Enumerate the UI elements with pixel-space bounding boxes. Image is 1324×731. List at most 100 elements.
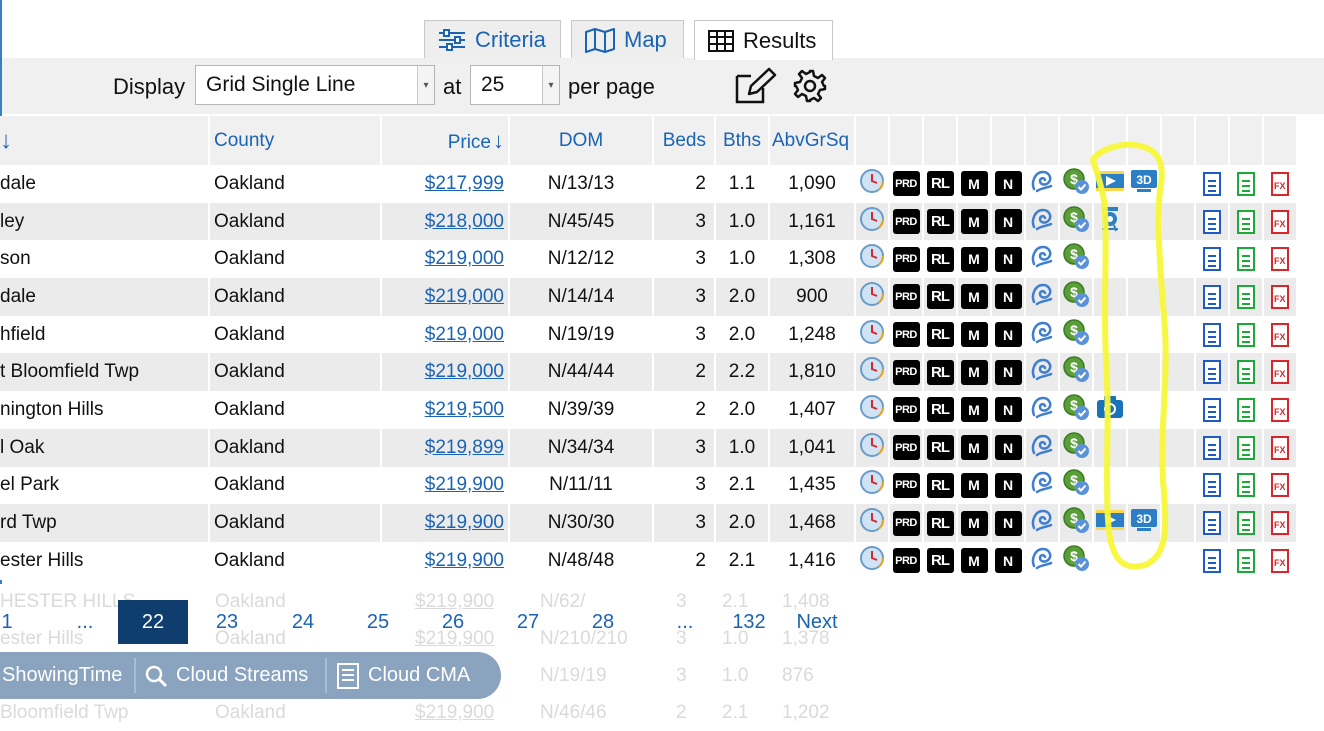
table-row[interactable]: dale Oakland $219,000 N/14/14 3 2.0 900 PRD RL M N… [0, 278, 1298, 316]
swirl-cell[interactable] [1025, 504, 1060, 542]
table-row[interactable]: el Park Oakland $219,900 N/11/11 3 2.1 1,435 PR… [0, 466, 1298, 505]
price-link[interactable]: $219,000 [424, 361, 504, 383]
empty-cell[interactable] [1161, 202, 1196, 241]
column-header-city-sort[interactable]: ↓ [0, 116, 210, 165]
blue-document-icon[interactable] [1203, 322, 1221, 347]
report-fx-cell[interactable]: FX [1263, 428, 1298, 467]
m-cell[interactable]: M [957, 541, 992, 580]
finance-cell[interactable]: $ [1059, 165, 1094, 203]
history-cell[interactable] [855, 202, 890, 241]
n-cell[interactable]: N [991, 504, 1026, 542]
report-green-cell[interactable] [1229, 278, 1264, 316]
prd-icon[interactable]: PRD [892, 548, 920, 574]
media-cell[interactable] [1093, 240, 1128, 279]
media-3d-cell[interactable] [1127, 428, 1162, 467]
report-fx-cell[interactable]: FX [1263, 353, 1298, 392]
price-link[interactable]: $218,000 [424, 210, 504, 232]
report-blue-cell[interactable] [1195, 391, 1230, 429]
media-3d-cell[interactable] [1127, 315, 1162, 354]
prd-icon[interactable]: PRD [892, 472, 920, 498]
finance-cell[interactable]: $ [1059, 391, 1094, 429]
n-icon[interactable]: N [994, 284, 1022, 310]
virtual-tour-camera-icon[interactable] [1096, 205, 1124, 233]
prd-icon[interactable]: PRD [892, 284, 920, 310]
m-cell[interactable]: M [957, 466, 992, 505]
report-green-cell[interactable] [1229, 391, 1264, 429]
n-cell[interactable]: N [991, 541, 1026, 580]
prd-cell[interactable]: PRD [889, 466, 924, 505]
media-cell[interactable] [1093, 315, 1128, 354]
report-blue-cell[interactable] [1195, 353, 1230, 392]
green-document-icon[interactable] [1237, 511, 1255, 536]
n-cell[interactable]: N [991, 353, 1026, 392]
m-icon[interactable]: M [960, 397, 988, 423]
finance-cell[interactable]: $ [1059, 504, 1094, 542]
page-link[interactable]: 25 [366, 610, 390, 633]
media-3d-cell[interactable]: 3D [1127, 504, 1162, 542]
history-cell[interactable] [855, 428, 890, 467]
media-cell[interactable] [1093, 353, 1128, 392]
n-icon[interactable]: N [994, 359, 1022, 385]
m-icon[interactable]: M [960, 284, 988, 310]
media-3d-cell[interactable] [1127, 278, 1162, 316]
m-icon[interactable]: M [960, 209, 988, 235]
media-cell[interactable] [1093, 391, 1128, 429]
swirl-cell[interactable] [1025, 353, 1060, 392]
price-link[interactable]: $219,000 [424, 323, 504, 345]
report-fx-cell[interactable]: FX [1263, 165, 1298, 203]
m-cell[interactable]: M [957, 428, 992, 467]
n-cell[interactable]: N [991, 278, 1026, 316]
edit-icon[interactable] [733, 66, 777, 106]
history-cell[interactable] [855, 541, 890, 580]
per-page-select[interactable]: 25 ▾ [470, 65, 560, 105]
price-link[interactable]: $219,900 [424, 549, 504, 571]
history-cell[interactable] [855, 391, 890, 429]
table-row[interactable]: hfield Oakland $219,000 N/19/19 3 2.0 1,248 PRD… [0, 315, 1298, 354]
column-header-abvgrsqft[interactable]: AbvGrSq [769, 116, 856, 165]
swirl-cell[interactable] [1025, 165, 1060, 203]
report-fx-cell[interactable]: FX [1263, 202, 1298, 241]
media-cell[interactable] [1093, 466, 1128, 505]
media-3d-cell[interactable] [1127, 541, 1162, 580]
table-row[interactable]: ley Oakland $218,000 N/45/45 3 1.0 1,161 PRD RL M… [0, 202, 1298, 241]
n-cell[interactable]: N [991, 165, 1026, 203]
n-cell[interactable]: N [991, 240, 1026, 279]
prd-icon[interactable]: PRD [892, 209, 920, 235]
finance-cell[interactable]: $ [1059, 278, 1094, 316]
video-icon[interactable] [1095, 168, 1125, 194]
blue-document-icon[interactable] [1203, 209, 1221, 234]
rl-cell[interactable]: RL [923, 391, 958, 429]
media-3d-cell[interactable] [1127, 202, 1162, 241]
report-fx-cell[interactable]: FX [1263, 504, 1298, 542]
empty-cell[interactable] [1161, 315, 1196, 354]
rl-cell[interactable]: RL [923, 428, 958, 467]
page-link[interactable]: 27 [516, 610, 540, 633]
m-cell[interactable]: M [957, 315, 992, 354]
green-document-icon[interactable] [1237, 209, 1255, 234]
report-green-cell[interactable] [1229, 428, 1264, 467]
media-cell[interactable] [1093, 202, 1128, 241]
empty-cell[interactable] [1161, 165, 1196, 203]
price-link[interactable]: $217,999 [424, 172, 504, 194]
empty-cell[interactable] [1161, 353, 1196, 392]
tab-results[interactable]: Results [694, 20, 833, 60]
prd-cell[interactable]: PRD [889, 165, 924, 203]
n-cell[interactable]: N [991, 428, 1026, 467]
prd-cell[interactable]: PRD [889, 428, 924, 467]
n-icon[interactable]: N [994, 472, 1022, 498]
m-cell[interactable]: M [957, 165, 992, 203]
n-icon[interactable]: N [994, 246, 1022, 272]
media-cell[interactable] [1093, 428, 1128, 467]
table-row[interactable]: t Bloomfield Twp Oakland $219,000 N/44/44 2 2… [0, 353, 1298, 392]
empty-cell[interactable] [1161, 278, 1196, 316]
finance-cell[interactable]: $ [1059, 353, 1094, 392]
swirl-cell[interactable] [1025, 278, 1060, 316]
blue-document-icon[interactable] [1203, 360, 1221, 385]
prd-cell[interactable]: PRD [889, 202, 924, 241]
swirl-cell[interactable] [1025, 202, 1060, 241]
column-header-bths[interactable]: Bths [715, 116, 770, 165]
rl-cell[interactable]: RL [923, 541, 958, 580]
m-icon[interactable]: M [960, 548, 988, 574]
price-link[interactable]: $219,000 [424, 285, 504, 307]
m-cell[interactable]: M [957, 391, 992, 429]
